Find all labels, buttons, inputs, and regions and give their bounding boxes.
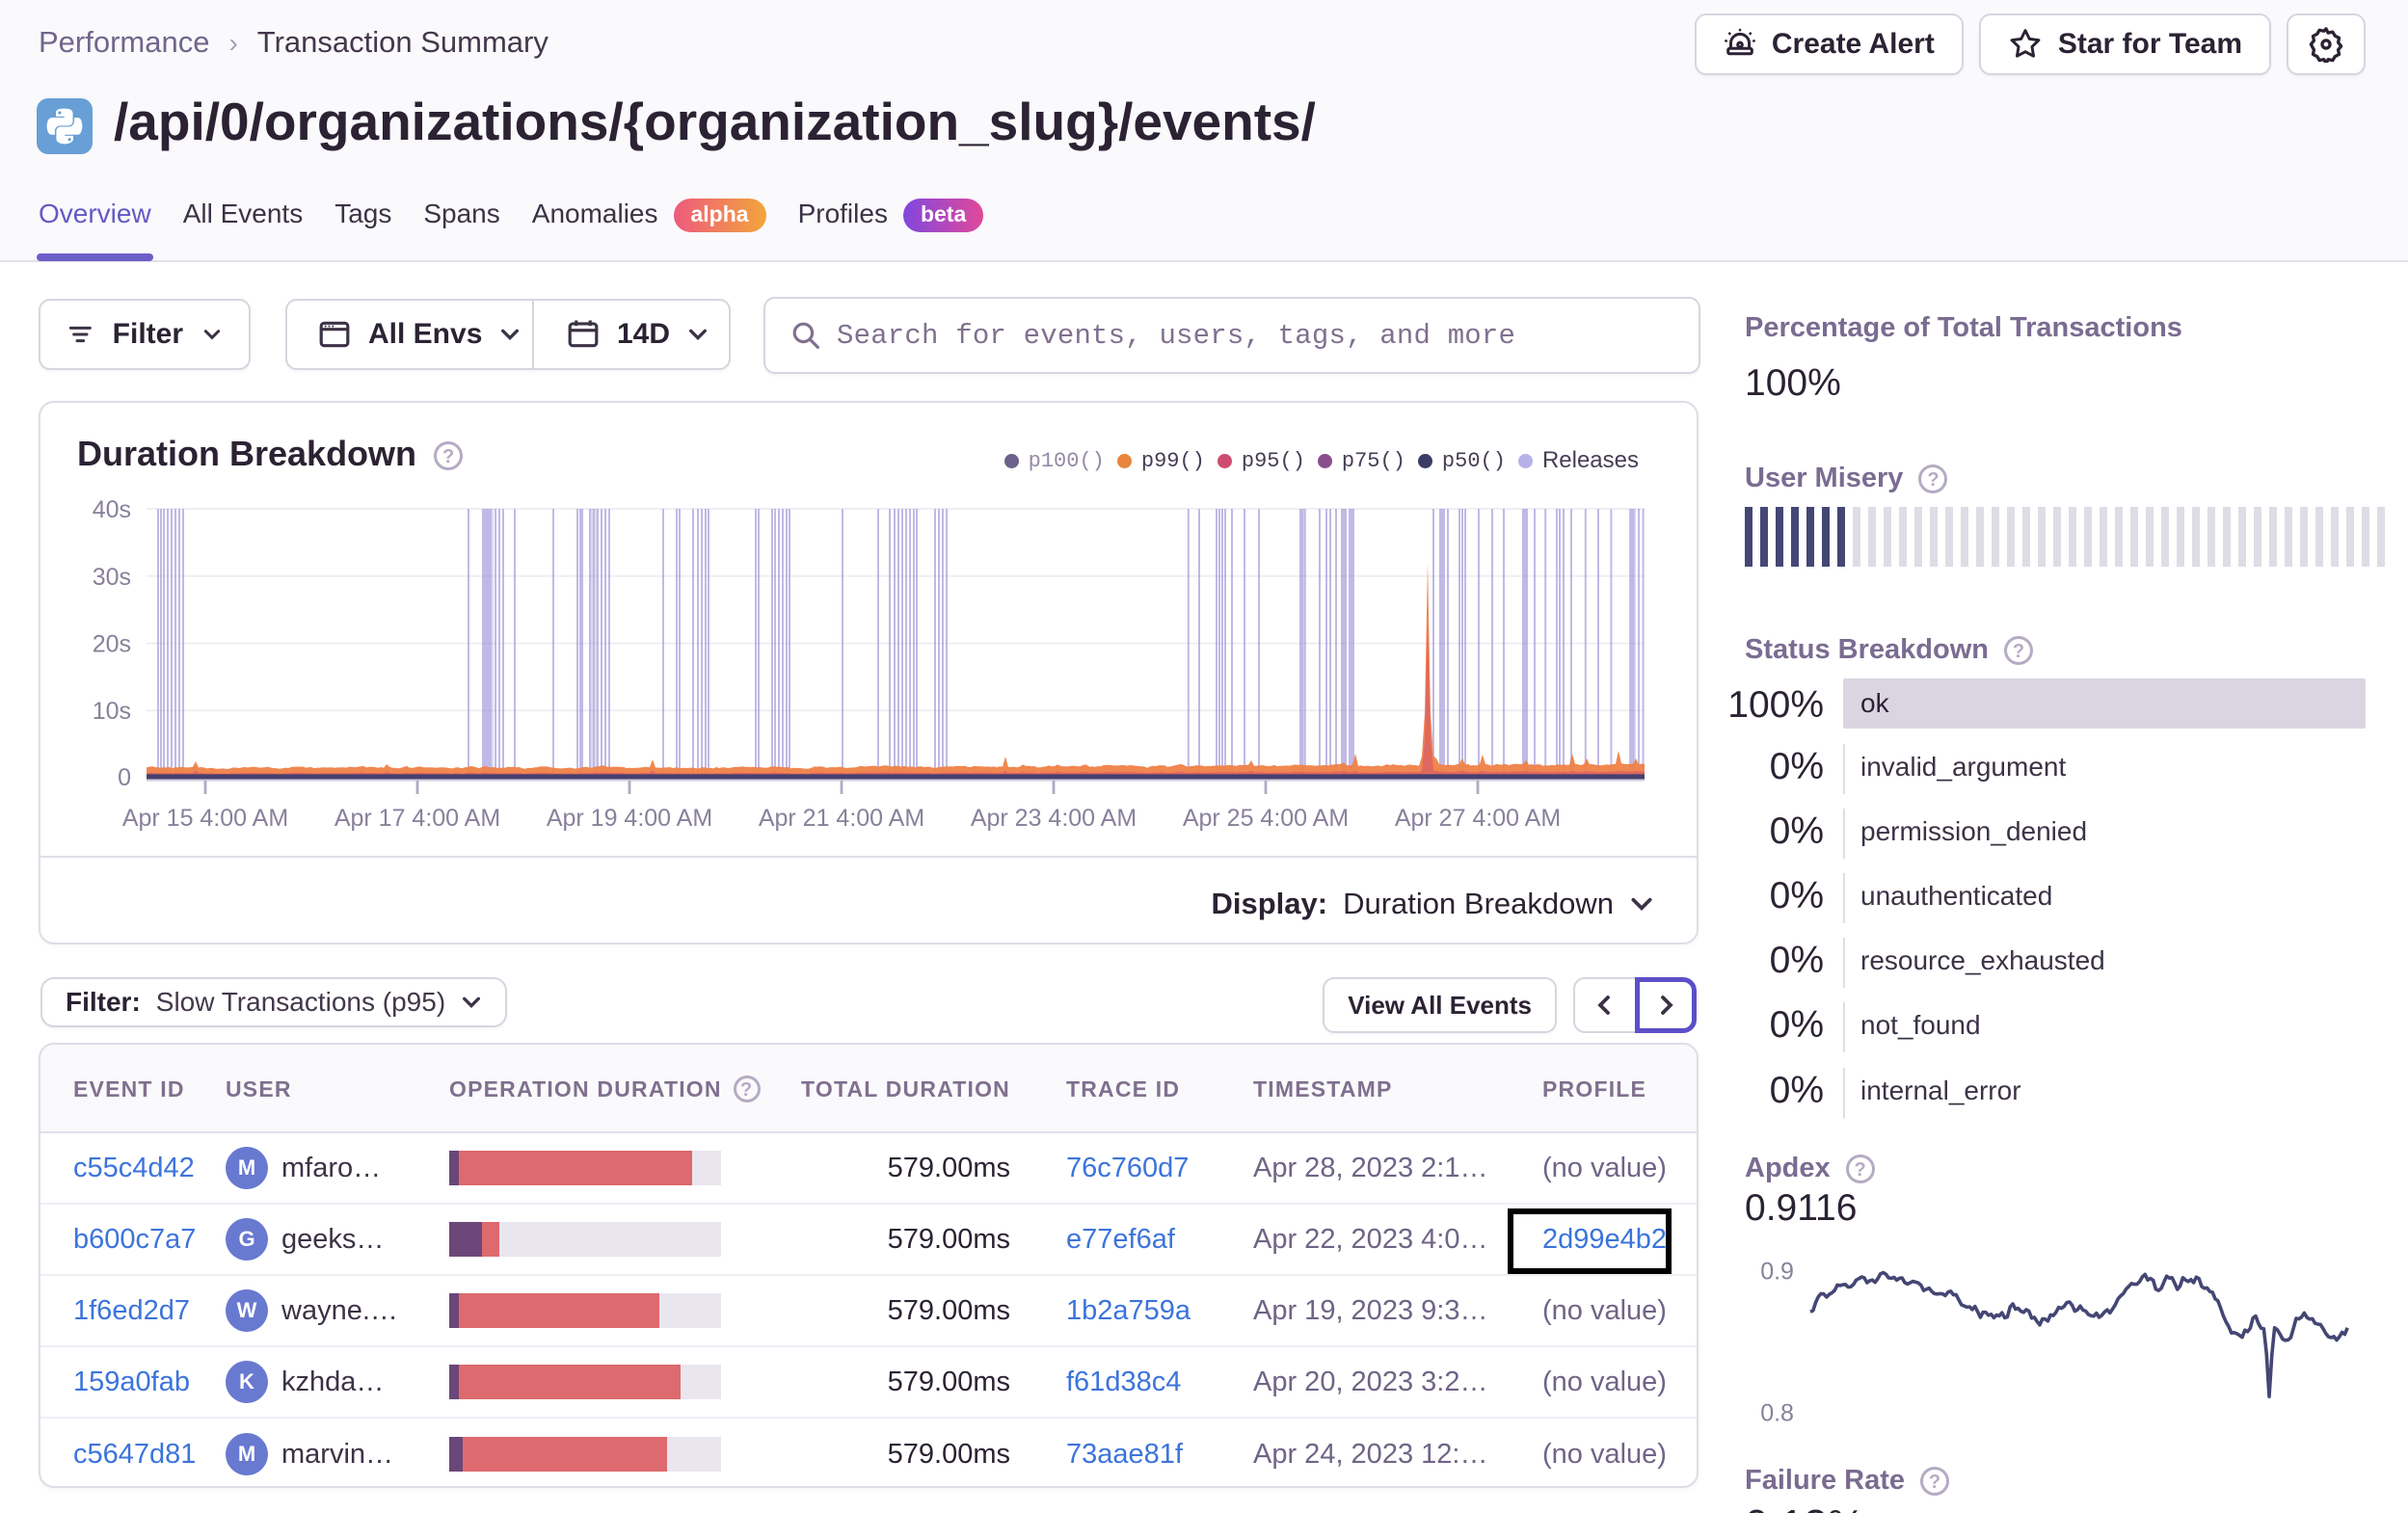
svg-text:Apr 21 4:00 AM: Apr 21 4:00 AM (759, 805, 924, 832)
svg-text:Apr 15 4:00 AM: Apr 15 4:00 AM (122, 805, 288, 832)
svg-text:Apr 17 4:00 AM: Apr 17 4:00 AM (334, 805, 500, 832)
svg-text:Apr 23 4:00 AM: Apr 23 4:00 AM (971, 805, 1137, 832)
svg-text:0: 0 (118, 764, 131, 791)
svg-text:40s: 40s (93, 496, 131, 523)
svg-text:10s: 10s (93, 698, 131, 725)
svg-text:20s: 20s (93, 631, 131, 658)
svg-text:Apr 27 4:00 AM: Apr 27 4:00 AM (1395, 805, 1561, 832)
svg-text:0.8: 0.8 (1760, 1399, 1794, 1426)
svg-text:Apr 25 4:00 AM: Apr 25 4:00 AM (1183, 805, 1349, 832)
svg-text:Apr 19 4:00 AM: Apr 19 4:00 AM (547, 805, 712, 832)
svg-text:0.9: 0.9 (1760, 1259, 1794, 1286)
svg-text:30s: 30s (93, 564, 131, 591)
